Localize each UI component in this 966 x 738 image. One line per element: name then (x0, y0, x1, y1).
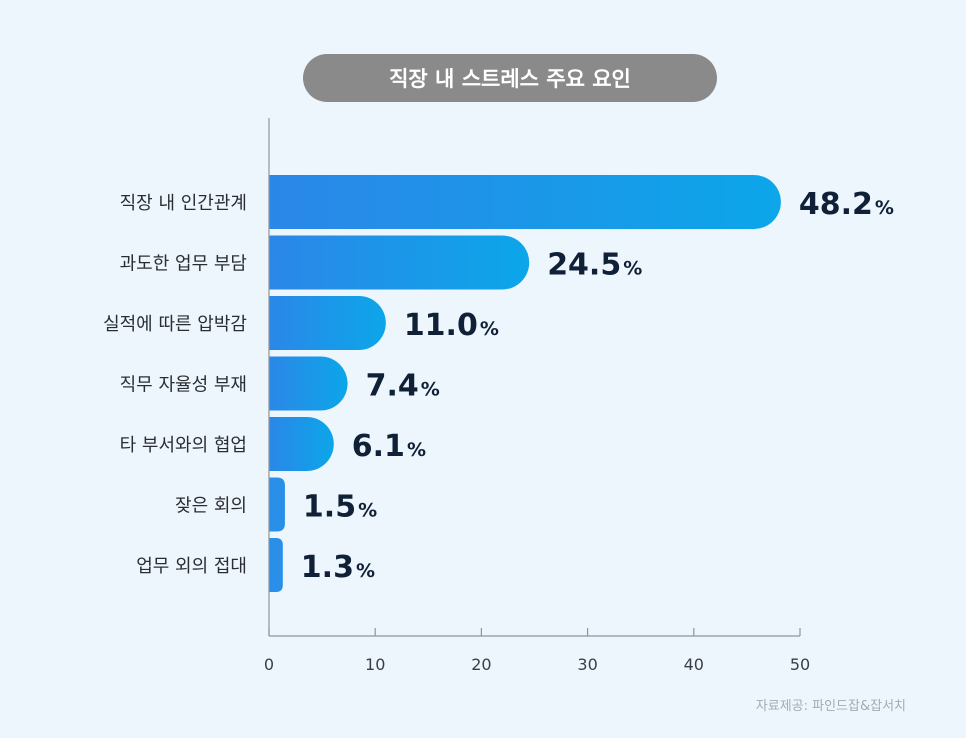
bar-3 (269, 296, 386, 350)
value-label-6: 1.5% (303, 490, 377, 525)
value-label-1: 48.2% (799, 187, 894, 222)
value-label-5: 6.1% (352, 429, 426, 464)
category-label-7: 업무 외의 접대 (136, 556, 247, 577)
bar-6 (269, 477, 285, 532)
x-tick-label-50: 50 (790, 655, 810, 674)
category-label-3: 실적에 따른 압박감 (103, 314, 247, 335)
value-label-3: 11.0% (404, 308, 499, 343)
x-tick-label-30: 30 (577, 655, 597, 674)
bar-4 (269, 356, 348, 411)
category-label-1: 직장 내 인간관계 (120, 193, 247, 214)
value-label-4: 7.4% (366, 369, 440, 404)
category-label-6: 잦은 회의 (175, 496, 247, 517)
value-label-2: 24.5% (547, 248, 642, 283)
x-tick-label-20: 20 (471, 655, 491, 674)
category-label-4: 직무 자율성 부재 (120, 375, 247, 396)
x-tick-label-40: 40 (684, 655, 704, 674)
chart-title: 직장 내 스트레스 주요 요인 (303, 54, 717, 102)
bar-1 (269, 175, 781, 229)
bar-2 (269, 235, 530, 290)
category-label-2: 과도한 업무 부담 (120, 254, 247, 275)
x-tick-label-0: 0 (264, 655, 274, 674)
bar-5 (269, 417, 334, 471)
x-tick-label-10: 10 (365, 655, 385, 674)
source-note: 자료제공: 파인드잡&잡서치 (755, 699, 906, 714)
category-label-5: 타 부서와의 협업 (120, 435, 247, 456)
value-label-7: 1.3% (301, 550, 375, 585)
bar-7 (269, 538, 283, 592)
chart-title-text: 직장 내 스트레스 주요 요인 (389, 67, 631, 91)
